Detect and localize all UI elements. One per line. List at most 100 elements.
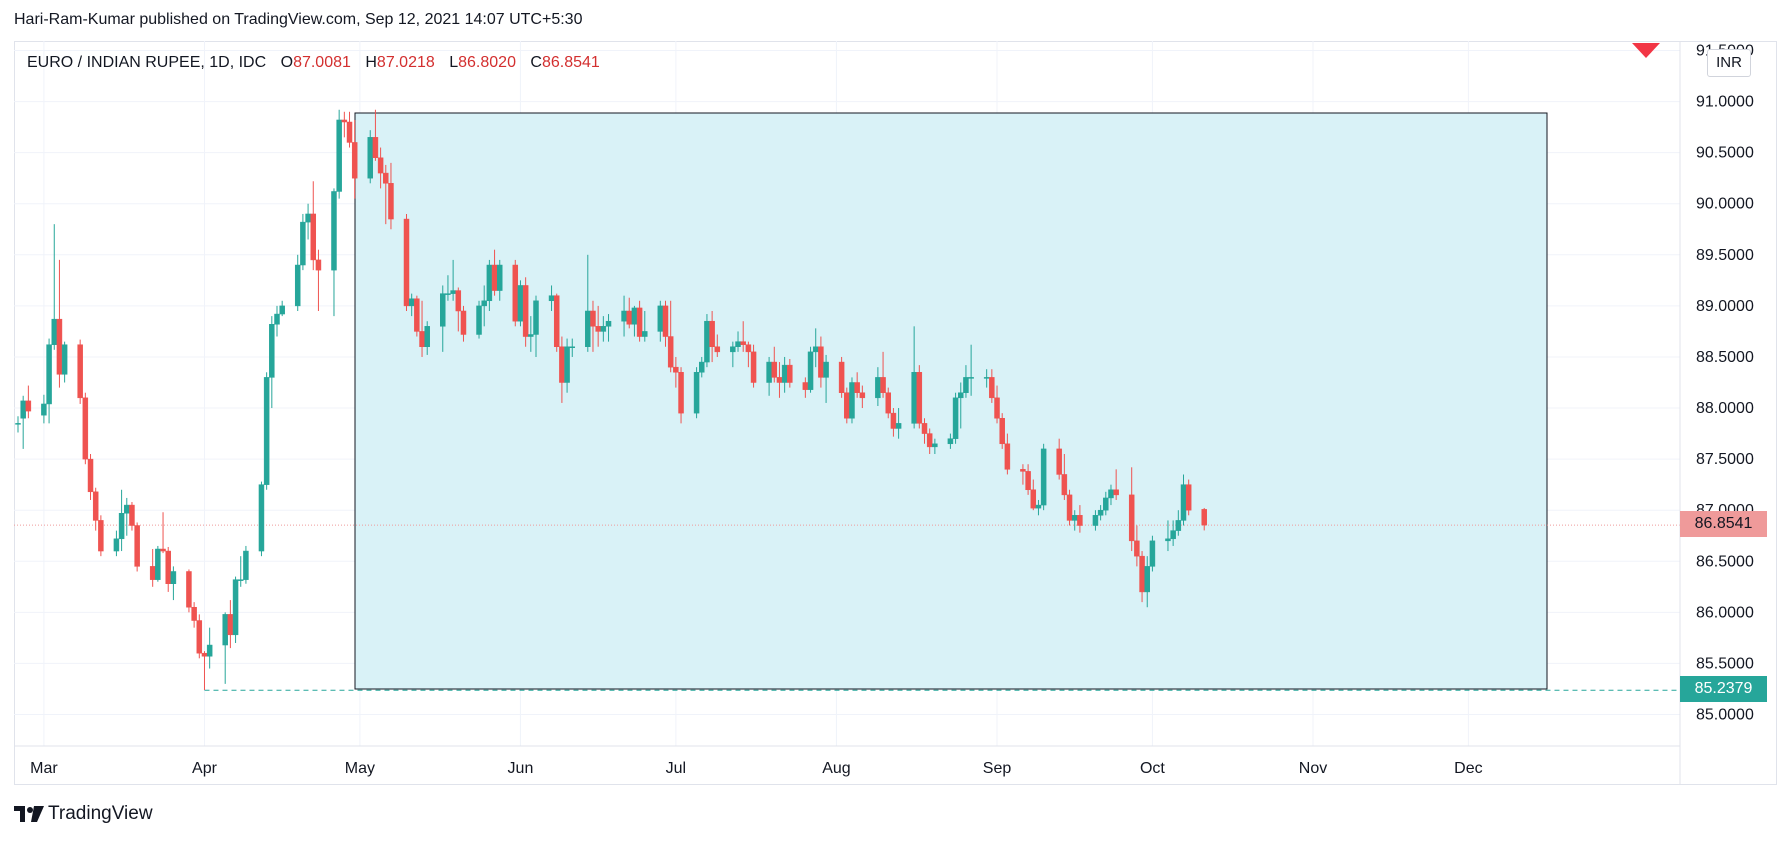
candle-body [787,364,793,383]
candle-body [77,344,83,399]
candle-body [274,313,280,325]
candle-body [310,213,317,261]
footer-brand-text: TradingView [48,803,153,824]
candle [77,339,83,404]
candle [528,316,534,352]
candle-body [1149,540,1156,567]
candle-body [600,326,607,332]
candle-body [709,320,715,347]
candle-body [730,346,736,353]
alert-marker-icon[interactable] [1632,43,1660,58]
candle [403,213,410,311]
candle-body [771,361,778,378]
candle-body [170,571,177,584]
candle-body [1134,540,1140,557]
candle-body [486,264,493,302]
candle-body [15,423,21,425]
candle [590,300,596,352]
price-tick-label: 85.0000 [1696,707,1754,724]
candle [636,300,643,342]
rectangle-drawing[interactable] [354,112,1548,690]
candle-body [585,310,591,347]
candle-body [341,119,348,123]
candle [807,346,814,393]
candle-body [351,142,358,179]
candle [932,438,938,455]
price-tick-label: 90.0000 [1696,196,1754,213]
close-value: 86.8541 [541,54,600,71]
candle-body [279,305,285,315]
candle-body [372,137,379,159]
currency-button[interactable]: INR [1707,49,1751,77]
candle [989,369,995,403]
candle-body [160,548,166,552]
candle-body [590,310,596,327]
candle [232,576,239,643]
candle [1020,464,1026,485]
candle-body [1175,520,1182,531]
candle [377,147,384,189]
candle [269,316,275,409]
candle [25,385,32,419]
price-tick-label: 89.5000 [1696,247,1754,264]
symbol-name[interactable]: EURO / INDIAN RUPEE, 1D, IDC [27,54,267,71]
candle [947,433,954,449]
candle-body [1025,471,1031,491]
candle-body [528,334,534,337]
tradingview-logo[interactable]: TradingView [14,803,153,825]
candle [1066,489,1073,526]
candle-body [673,366,679,373]
candle-body [124,504,130,514]
candle-body [134,525,140,567]
candle-body [419,331,425,347]
candle-body [129,504,135,526]
close-label: C [530,54,542,71]
time-axis[interactable]: Mar Apr May Jun Jul Aug Sep Oct Nov Dec [30,760,1483,777]
candle [553,293,560,352]
candle-body [196,620,203,654]
candle [41,394,47,424]
candle [1025,464,1031,495]
candle-body [403,218,410,307]
candle [569,338,576,357]
candle-body [989,377,995,399]
candle-body [522,285,529,337]
price-axis[interactable]: 85.000085.500086.000086.500087.000087.50… [1696,43,1754,724]
candle-body [25,400,32,412]
price-tick-label: 88.0000 [1696,400,1754,417]
candle [1170,520,1176,546]
candle-body [621,310,627,322]
candle-body [51,318,58,345]
candle-body [388,183,394,220]
candle-body [294,264,301,307]
candle [87,454,94,500]
chart-frame [14,41,1777,785]
candle-body [1092,515,1099,526]
candle-body [56,318,63,375]
candle [958,382,964,429]
price-tick-label: 89.0000 [1696,298,1754,315]
candle [926,428,933,455]
candle-body [1097,509,1104,516]
candle [740,321,746,352]
candle [331,188,337,317]
candle-body [823,361,829,378]
candle-body [414,298,420,332]
candle-body [1077,515,1083,526]
candle-body [631,307,638,325]
candle-body [699,361,705,373]
candle-body [1128,494,1135,542]
candle [1201,507,1207,531]
candle [745,341,752,368]
candle-body [476,305,482,335]
candle-body [963,377,969,393]
candle-body [968,377,974,379]
candle-body [408,298,415,307]
tradingview-logo-icon [14,806,44,822]
candle [849,377,855,424]
candle-body [263,377,270,485]
candle-body [118,513,125,540]
candle-body [165,550,171,584]
low-price-badge: 85.2379 [1680,676,1767,702]
